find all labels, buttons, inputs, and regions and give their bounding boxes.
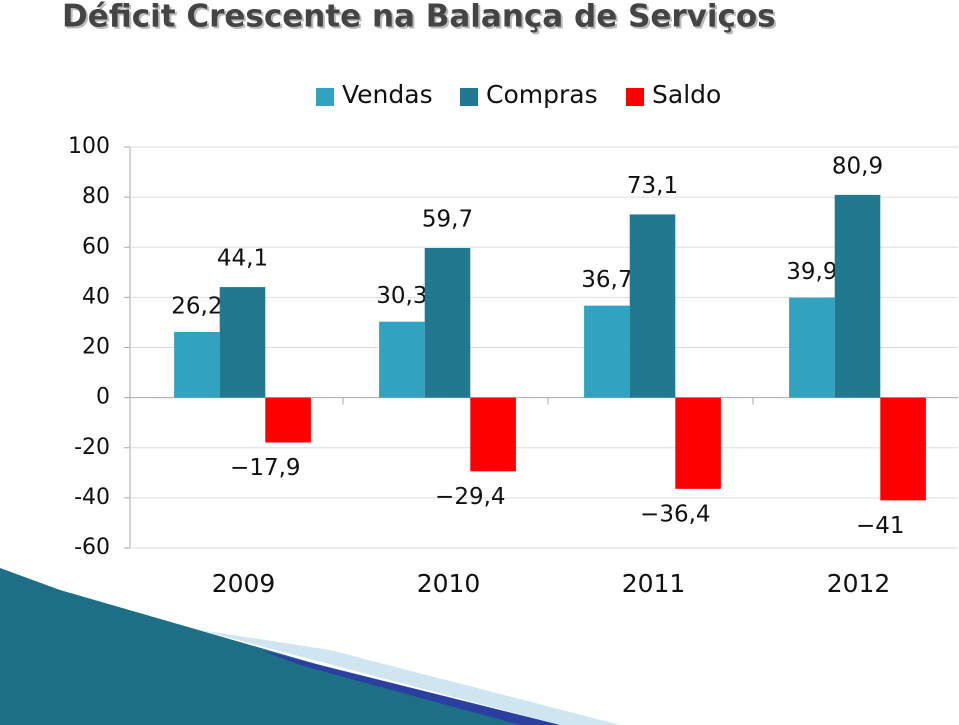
bar	[265, 397, 311, 443]
legend-swatch	[460, 88, 478, 106]
x-tick-label: 2011	[622, 569, 686, 598]
data-label: −29,4	[435, 484, 505, 510]
bar	[880, 397, 926, 501]
bar	[219, 287, 266, 398]
y-tick-label: 60	[82, 234, 110, 259]
legend-label: Compras	[486, 80, 598, 109]
decor-wedge	[0, 568, 560, 725]
bar	[584, 305, 630, 398]
title-shadow: Déficit Crescente na Balança de Serviços	[64, 1, 778, 37]
decor-stripe	[260, 650, 560, 725]
bar	[834, 194, 881, 398]
y-tick-label: 0	[96, 385, 110, 410]
y-tick-label: -20	[74, 435, 110, 460]
y-tick-label: 20	[82, 335, 110, 360]
y-tick-label: 80	[82, 184, 110, 209]
data-label: 26,2	[171, 293, 222, 319]
data-label: −41	[856, 513, 905, 539]
bar	[379, 321, 425, 398]
data-label: −17,9	[230, 455, 300, 481]
y-tick-label: 40	[82, 284, 110, 309]
bar	[675, 397, 721, 489]
bar	[629, 214, 676, 398]
x-tick-label: 2012	[827, 569, 891, 598]
data-label: 73,1	[627, 173, 678, 199]
data-label: 39,9	[786, 259, 837, 285]
bar	[424, 248, 471, 398]
decoration	[0, 568, 620, 725]
legend-swatch	[626, 88, 644, 106]
x-tick-label: 2010	[417, 569, 481, 598]
data-label: 30,3	[376, 283, 427, 309]
bar	[174, 331, 220, 398]
data-label: 80,9	[832, 153, 883, 179]
decor-stripe	[200, 630, 620, 725]
legend-label: Saldo	[652, 80, 721, 109]
y-tick-label: -60	[74, 535, 110, 560]
bar	[789, 297, 835, 398]
chart-title: Déficit Crescente na Balança de Serviços	[62, 0, 776, 35]
bar	[470, 397, 516, 472]
legend-swatch	[316, 88, 334, 106]
data-label: −36,4	[640, 501, 710, 527]
x-tick-label: 2009	[212, 569, 276, 598]
y-tick-label: 100	[68, 134, 110, 159]
data-label: 36,7	[581, 267, 632, 293]
data-label: 59,7	[422, 207, 473, 233]
y-tick-label: -40	[74, 485, 110, 510]
data-label: 44,1	[217, 246, 268, 272]
legend-label: Vendas	[342, 80, 433, 109]
